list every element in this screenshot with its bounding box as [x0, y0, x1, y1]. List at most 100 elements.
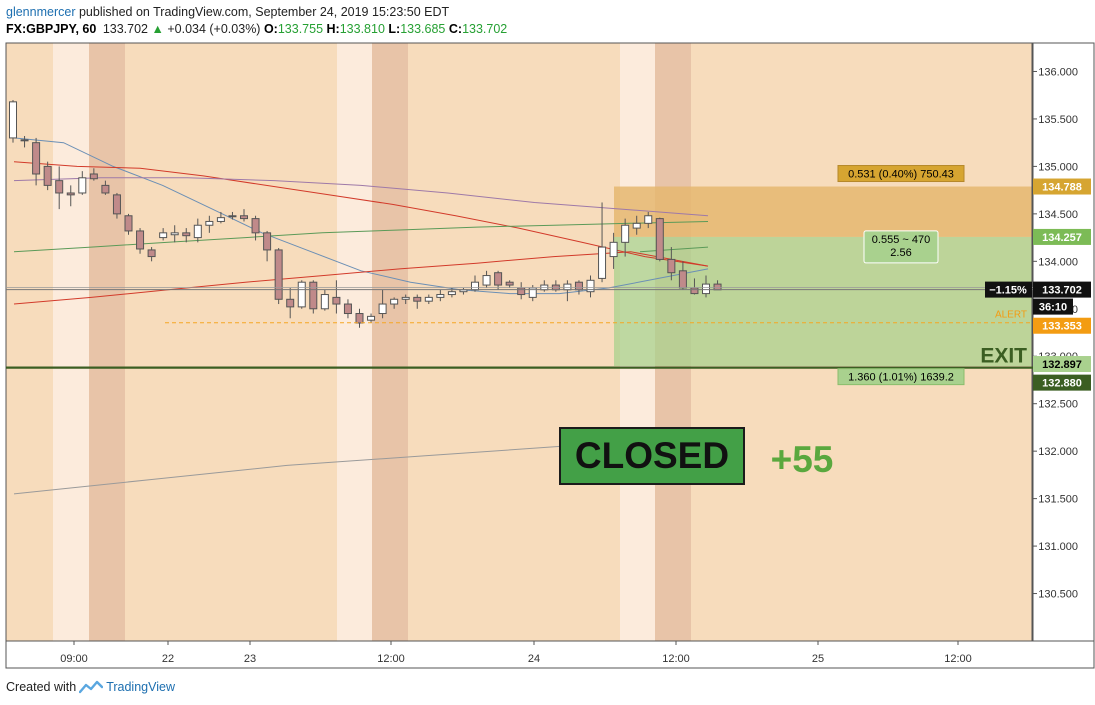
risk-reward-label-2: 2.56: [890, 247, 911, 259]
candle-up: [644, 215, 653, 224]
candle-up: [297, 281, 306, 308]
candle-up: [170, 232, 179, 236]
x-tick-label: 22: [162, 653, 174, 665]
candle-up: [482, 275, 491, 286]
moving-average-line: [13, 161, 709, 267]
moving-average-line: [13, 251, 709, 305]
session-band: [53, 43, 89, 641]
price-change: +0.034 (+0.03%): [167, 22, 261, 36]
open-value: 133.755: [277, 22, 324, 36]
candle-down: [678, 270, 687, 289]
y-tick-label: 131.500: [1038, 494, 1078, 506]
candle-down: [690, 287, 699, 295]
y-tick-label: 134.500: [1038, 209, 1078, 221]
candle-up: [436, 294, 445, 298]
exit-price-tag: 132.880: [1042, 378, 1082, 390]
candle-down: [574, 281, 583, 291]
candle-down: [343, 303, 352, 315]
stop-stats-box: [837, 368, 965, 386]
candle-up: [228, 215, 237, 218]
candle-down: [136, 230, 145, 250]
candle-up: [471, 281, 479, 291]
x-tick-label: 12:00: [944, 653, 972, 665]
candle-down: [251, 218, 260, 234]
candle-up: [621, 224, 630, 243]
stop-stats-label: 1.360 (1.01%) 1639.2: [848, 372, 954, 384]
candle-down: [89, 173, 98, 180]
candle-up: [216, 217, 225, 222]
session-band: [372, 43, 408, 641]
candle-down: [43, 165, 52, 186]
candle-up: [193, 224, 202, 239]
countdown-bg: [1033, 298, 1073, 315]
entry-price-tag: 134.257: [1042, 232, 1082, 244]
y-tick-label: 135.000: [1038, 161, 1078, 173]
footer: Created with TradingView: [6, 680, 175, 694]
target-price-tag: 134.788: [1042, 182, 1082, 194]
session-band: [89, 43, 125, 641]
candle-down: [309, 281, 318, 310]
candle-down: [32, 142, 41, 175]
publish-text: published on TradingView.com, September …: [78, 5, 450, 19]
candle-down: [494, 272, 503, 286]
alert-price-tag-bg: [1033, 317, 1091, 334]
exit-label: EXIT: [980, 345, 1027, 368]
created-with-label: Created with: [6, 680, 77, 694]
candle-down: [655, 218, 664, 260]
open-label: O:: [263, 22, 278, 36]
low-label: L:: [388, 22, 401, 36]
candle-up: [563, 283, 572, 291]
symbol-label: FX:GBPJPY, 60: [6, 22, 97, 36]
candle-up: [401, 296, 410, 300]
profit-label: +55: [771, 439, 834, 480]
candle-up: [78, 177, 87, 194]
risk-reward-box: [863, 230, 939, 264]
candle-down: [66, 192, 75, 196]
countdown-tag: 36:10: [1039, 302, 1067, 314]
candle-up: [159, 232, 168, 239]
high-value: 133.810: [339, 22, 385, 36]
moving-average-line: [13, 221, 709, 253]
session-band: [337, 43, 372, 641]
candle-down: [240, 215, 248, 220]
stop-zone: [614, 236, 1032, 367]
last-price: 133.702: [102, 22, 148, 36]
risk-reward-label-1: 0.555 ~ 470: [872, 234, 930, 246]
candle-down: [263, 232, 272, 251]
y-tick-label: 132.000: [1038, 446, 1078, 458]
target-price-tag-bg: [1033, 178, 1091, 195]
candle-down: [112, 194, 121, 215]
y-tick-label: 136.000: [1038, 66, 1078, 78]
x-tick-label: 23: [244, 653, 256, 665]
stop-price-tag-bg: [1033, 356, 1091, 373]
candle-up: [367, 315, 376, 321]
publish-line: glennmercer published on TradingView.com…: [6, 5, 449, 19]
high-label: H:: [326, 22, 340, 36]
author-username[interactable]: glennmercer: [6, 5, 76, 19]
candle-down: [505, 281, 514, 286]
candle-up: [390, 298, 399, 305]
time-axis: [5, 640, 1095, 669]
moving-average-line: [639, 246, 709, 253]
x-tick-label: 24: [528, 653, 540, 665]
alert-price-tag: 133.353: [1042, 321, 1082, 333]
candle-up: [205, 220, 214, 226]
low-value: 133.685: [400, 22, 446, 36]
x-tick-label: 25: [812, 653, 824, 665]
moving-average-line: [13, 177, 709, 217]
candle-up: [378, 303, 387, 315]
candle-down: [124, 215, 133, 232]
tradingview-brand[interactable]: TradingView: [106, 680, 175, 694]
up-arrow-icon: ▲: [151, 22, 164, 36]
candle-up: [447, 291, 456, 296]
symbol-line: FX:GBPJPY, 60 133.702 ▲ +0.034 (+0.03%) …: [6, 22, 507, 36]
target-zone: [614, 186, 1032, 237]
candle-down: [101, 184, 110, 194]
x-tick-label: 12:00: [377, 653, 405, 665]
candle-up: [586, 279, 595, 293]
last-price-tag: 133.702: [1042, 285, 1082, 297]
exit-price-tag-bg: [1033, 374, 1091, 391]
candle-up: [702, 283, 710, 295]
moving-average-line: [13, 445, 561, 495]
